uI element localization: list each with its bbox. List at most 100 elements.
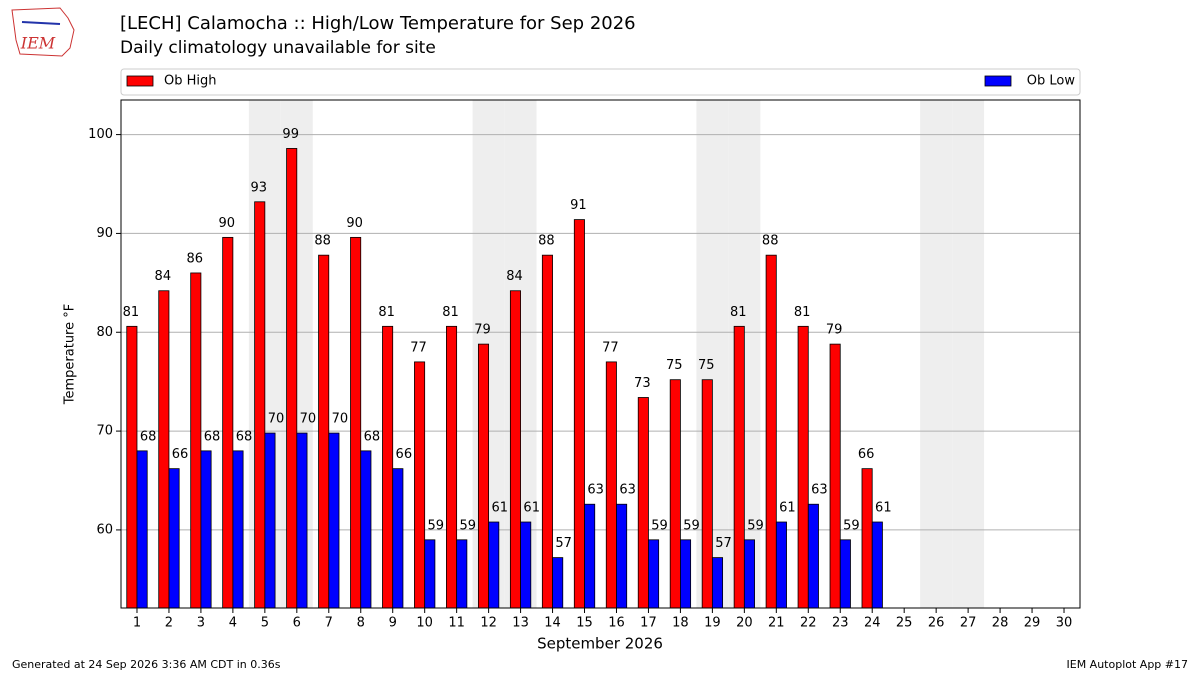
data-label: 84	[506, 269, 523, 284]
bar	[541, 254, 553, 609]
y-tick-label: 90	[96, 226, 113, 241]
data-label: 68	[140, 429, 157, 444]
data-label: 70	[332, 412, 349, 427]
y-tick-label: 70	[96, 424, 113, 439]
bar	[126, 325, 138, 609]
x-tick-label: 9	[389, 616, 397, 631]
bar	[552, 557, 564, 609]
x-tick-label: 8	[357, 616, 365, 631]
bar	[190, 272, 202, 609]
data-label: 73	[634, 376, 651, 391]
x-tick-label: 11	[448, 616, 465, 631]
x-tick-label: 5	[261, 616, 269, 631]
data-label: 84	[155, 269, 172, 284]
x-tick-label: 10	[416, 616, 433, 631]
chart-subtitle: Daily climatology unavailable for site	[120, 38, 436, 58]
bar	[414, 361, 426, 609]
x-tick-label: 21	[768, 616, 785, 631]
bar	[637, 397, 649, 609]
data-label: 57	[555, 536, 572, 551]
bar	[839, 539, 851, 609]
x-tick-label: 2	[165, 616, 173, 631]
bar	[136, 450, 148, 609]
x-tick-label: 24	[864, 616, 881, 631]
data-label: 61	[875, 501, 892, 516]
x-tick-label: 6	[293, 616, 301, 631]
weekend-shade	[920, 100, 953, 608]
bar	[222, 236, 234, 609]
data-label: 68	[204, 429, 221, 444]
data-label: 59	[459, 518, 476, 533]
data-label: 66	[396, 447, 413, 462]
bar	[318, 254, 330, 609]
data-label: 86	[187, 251, 204, 266]
bar	[264, 432, 276, 609]
bar	[807, 503, 819, 609]
bar	[680, 539, 692, 609]
bar	[350, 236, 362, 609]
x-tick-label: 25	[896, 616, 913, 631]
x-tick-label: 14	[544, 616, 561, 631]
x-tick-label: 20	[736, 616, 753, 631]
data-label: 79	[474, 323, 491, 338]
chart-title: [LECH] Calamocha :: High/Low Temperature…	[120, 13, 636, 34]
bar	[200, 450, 212, 609]
bar	[424, 539, 436, 609]
x-tick-label: 19	[704, 616, 721, 631]
x-tick-label: 4	[229, 616, 237, 631]
data-label: 81	[794, 305, 811, 320]
bar	[775, 521, 787, 609]
data-label: 63	[587, 483, 604, 498]
bar	[669, 379, 681, 609]
data-label: 81	[442, 305, 459, 320]
bar	[871, 521, 883, 609]
x-tick-label: 7	[325, 616, 333, 631]
data-label: 88	[538, 234, 555, 249]
bar	[360, 450, 372, 609]
data-label: 61	[523, 501, 540, 516]
bar	[509, 290, 521, 609]
bar	[520, 521, 532, 609]
bar	[382, 325, 394, 609]
legend-swatch	[984, 75, 1012, 87]
bar	[456, 539, 468, 609]
bar	[168, 468, 180, 609]
bar	[232, 450, 244, 609]
data-label: 63	[619, 483, 636, 498]
legend-label: Ob Low	[1027, 74, 1076, 89]
x-axis-label: September 2026	[537, 635, 663, 653]
data-label: 81	[123, 305, 140, 320]
weekend-shade	[952, 100, 985, 608]
data-label: 81	[730, 305, 747, 320]
data-label: 57	[715, 536, 732, 551]
data-label: 63	[811, 483, 828, 498]
legend-label: Ob High	[164, 74, 217, 89]
x-tick-label: 29	[1024, 616, 1041, 631]
bar	[446, 325, 458, 609]
x-tick-label: 15	[576, 616, 593, 631]
data-label: 61	[779, 501, 796, 516]
data-label: 68	[364, 429, 381, 444]
legend	[120, 68, 1081, 96]
data-label: 93	[250, 180, 267, 195]
data-label: 75	[698, 358, 715, 373]
x-tick-label: 13	[512, 616, 529, 631]
logo-line	[21, 21, 61, 25]
bar	[861, 468, 873, 609]
data-label: 66	[858, 447, 875, 462]
data-label: 81	[378, 305, 395, 320]
x-tick-label: 17	[640, 616, 657, 631]
x-tick-label: 30	[1056, 616, 1073, 631]
data-label: 59	[428, 518, 445, 533]
bar	[733, 325, 745, 609]
bar	[573, 219, 585, 609]
logo-outline	[11, 7, 75, 57]
x-tick-label: 3	[197, 616, 205, 631]
bar	[584, 503, 596, 609]
footer-left: Generated at 24 Sep 2026 3:36 AM CDT in …	[12, 658, 281, 671]
x-tick-label: 18	[672, 616, 689, 631]
data-label: 88	[762, 234, 779, 249]
x-tick-label: 1	[133, 616, 141, 631]
legend-swatch	[126, 75, 154, 87]
